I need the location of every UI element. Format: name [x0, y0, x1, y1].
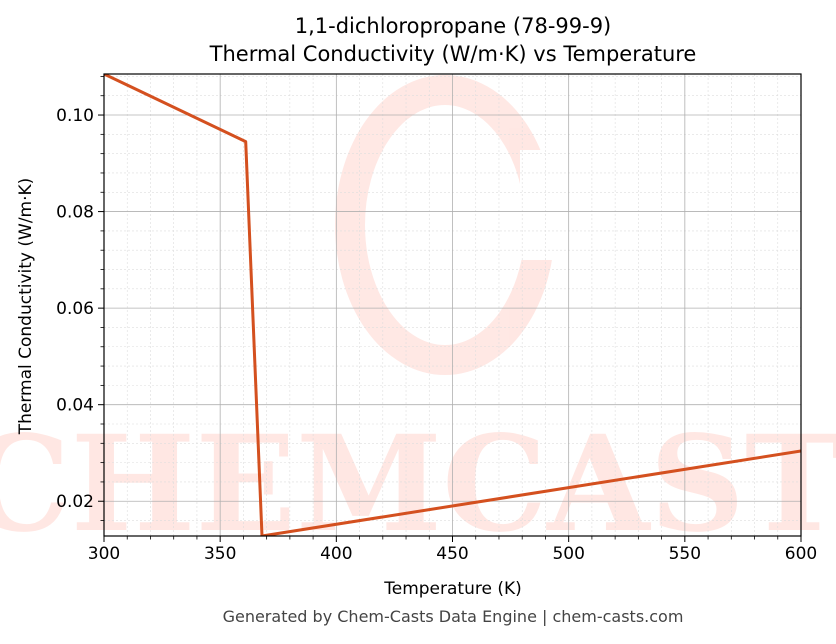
y-tick-label: 0.04	[56, 396, 94, 416]
x-tick-label: 450	[436, 544, 468, 564]
x-tick-label: 500	[552, 544, 584, 564]
x-axis: 300 350 400 450 500 550 600	[88, 536, 817, 564]
x-tick-label: 600	[785, 544, 817, 564]
footer-credit: Generated by Chem-Casts Data Engine | ch…	[222, 607, 684, 626]
y-tick-label: 0.10	[56, 106, 94, 126]
x-tick-label: 550	[669, 544, 701, 564]
y-axis-label: Thermal Conductivity (W/m·K)	[16, 178, 36, 436]
y-axis: 0.02 0.04 0.06 0.08 0.10	[56, 76, 104, 521]
y-tick-label: 0.06	[56, 299, 94, 319]
y-tick-label: 0.08	[56, 203, 94, 223]
x-tick-label: 350	[204, 544, 236, 564]
watermark-text: CHEMCASTS	[0, 407, 836, 562]
x-axis-label: Temperature (K)	[383, 579, 522, 599]
watermark-logo: CHEMCASTS	[0, 75, 836, 562]
chart-title-line1: 1,1-dichloropropane (78-99-9)	[295, 14, 612, 38]
x-tick-label: 400	[320, 544, 352, 564]
series-layer	[104, 74, 801, 536]
chart-title-line2: Thermal Conductivity (W/m·K) vs Temperat…	[209, 42, 697, 66]
series-line	[104, 74, 801, 536]
y-tick-label: 0.02	[56, 492, 94, 512]
x-tick-label: 300	[88, 544, 120, 564]
